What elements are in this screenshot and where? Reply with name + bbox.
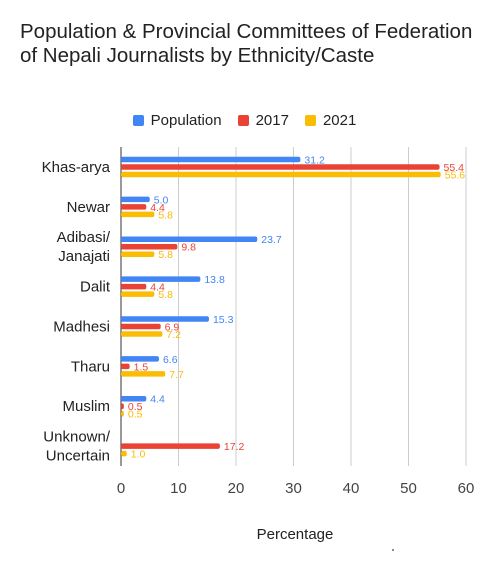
category-label: Tharu bbox=[71, 358, 110, 375]
x-tick-label: 10 bbox=[170, 480, 187, 497]
category-label: Madhesi bbox=[53, 318, 110, 335]
data-label: 1.0 bbox=[131, 449, 146, 461]
data-label: 13.8 bbox=[204, 274, 225, 286]
data-label: 7.7 bbox=[169, 369, 184, 381]
bar-2021 bbox=[121, 450, 127, 457]
category-label: Newar bbox=[67, 199, 110, 216]
bar-2017 bbox=[121, 204, 147, 210]
bar-2017 bbox=[121, 243, 178, 250]
bar-2021 bbox=[121, 410, 124, 417]
legend: Population 2017 2021 bbox=[0, 110, 489, 130]
bar-2017 bbox=[121, 443, 220, 449]
data-label: 23.7 bbox=[261, 234, 282, 246]
decorative-dot bbox=[392, 549, 394, 551]
bar-2021 bbox=[121, 171, 441, 178]
bar-2021 bbox=[121, 331, 163, 337]
bar-population bbox=[121, 356, 159, 362]
category-label: Adibasi/ bbox=[57, 229, 111, 246]
data-label: 55.4 bbox=[444, 162, 465, 174]
category-label: Muslim bbox=[63, 398, 111, 415]
category-label: Janajati bbox=[58, 248, 110, 265]
category-label: Unknown/ bbox=[43, 429, 111, 446]
data-label: 7.2 bbox=[166, 329, 181, 341]
category-label: Khas-arya bbox=[42, 159, 111, 176]
bar-population bbox=[121, 196, 150, 203]
legend-swatch-2017 bbox=[237, 114, 249, 126]
data-label: 4.4 bbox=[150, 394, 165, 406]
x-axis-label: Percentage bbox=[256, 526, 334, 543]
bar-2021 bbox=[121, 291, 155, 297]
bar-2017 bbox=[121, 403, 124, 409]
data-label: 4.4 bbox=[150, 282, 165, 294]
legend-swatch-2021 bbox=[304, 114, 316, 126]
bar-population bbox=[121, 276, 201, 282]
data-label: 0.5 bbox=[128, 409, 143, 421]
bar-2017 bbox=[121, 363, 130, 370]
bar-population bbox=[121, 316, 209, 322]
bar-2017 bbox=[121, 323, 161, 330]
data-label: 5.8 bbox=[158, 249, 173, 261]
bar-2017 bbox=[121, 164, 440, 170]
data-label: 4.4 bbox=[150, 202, 165, 214]
bar-population bbox=[121, 156, 301, 163]
legend-swatch-population bbox=[132, 114, 144, 126]
data-label: 0.5 bbox=[128, 401, 143, 413]
bar-2017 bbox=[121, 283, 147, 290]
bar-2021 bbox=[121, 251, 155, 257]
bar-2021 bbox=[121, 211, 155, 218]
x-tick-label: 50 bbox=[400, 480, 417, 497]
data-label: 1.5 bbox=[134, 361, 149, 373]
bar-population bbox=[121, 236, 258, 242]
data-label: 5.0 bbox=[154, 194, 169, 206]
x-tick-label: 40 bbox=[343, 480, 360, 497]
x-tick-label: 0 bbox=[117, 480, 125, 497]
bar-population bbox=[121, 395, 147, 402]
legend-item-population[interactable]: Population bbox=[132, 111, 222, 129]
category-label: Dalit bbox=[80, 279, 111, 296]
x-tick-label: 60 bbox=[458, 480, 475, 497]
legend-label-2021: 2021 bbox=[322, 111, 357, 129]
legend-label-population: Population bbox=[150, 111, 222, 129]
bar-2021 bbox=[121, 371, 166, 377]
data-label: 5.8 bbox=[158, 209, 173, 221]
x-tick-label: 30 bbox=[285, 480, 302, 497]
x-tick-label: 20 bbox=[228, 480, 245, 497]
legend-label-2017: 2017 bbox=[255, 111, 289, 129]
legend-item-2021[interactable]: 2021 bbox=[304, 111, 357, 129]
legend-item-2017[interactable]: 2017 bbox=[237, 111, 289, 129]
data-label: 9.8 bbox=[181, 242, 196, 254]
data-label: 15.3 bbox=[213, 314, 234, 326]
category-label: Uncertain bbox=[46, 448, 110, 465]
chart-title: Population & Provincial Committees of Fe… bbox=[20, 20, 473, 67]
data-label: 6.9 bbox=[165, 321, 180, 333]
data-label: 6.6 bbox=[163, 354, 178, 366]
data-label: 17.2 bbox=[224, 441, 245, 453]
data-label: 55.6 bbox=[445, 169, 466, 181]
data-label: 31.2 bbox=[304, 154, 325, 166]
data-label: 5.8 bbox=[158, 289, 173, 301]
